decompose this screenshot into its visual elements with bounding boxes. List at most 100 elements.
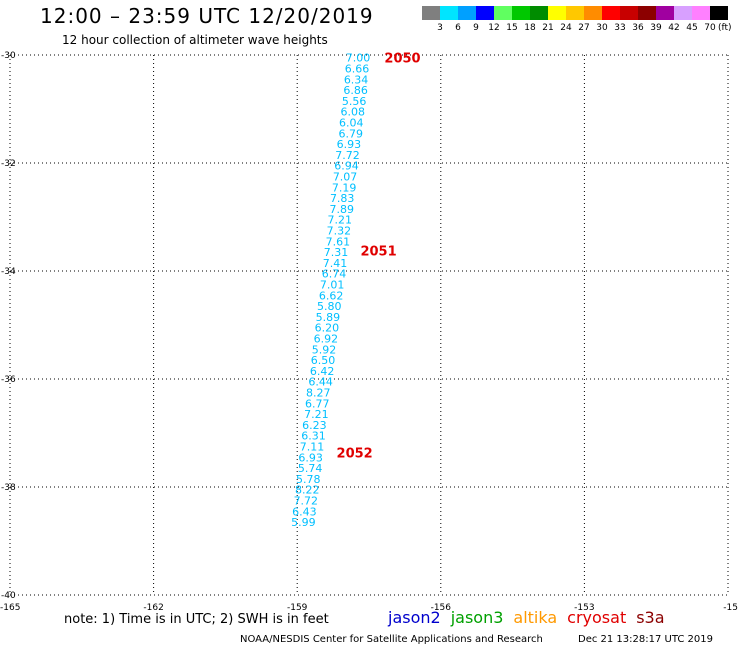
x-tick-label: -159 xyxy=(287,603,308,613)
scale-swatch xyxy=(692,6,710,20)
x-tick-label: -15 xyxy=(723,603,738,613)
scale-unit: (ft) xyxy=(718,23,732,33)
wave-height-value: 8.27 xyxy=(306,387,331,400)
x-tick-label: -165 xyxy=(0,603,20,613)
wave-height-value: 6.43 xyxy=(292,505,317,518)
y-tick-label: -34 xyxy=(1,267,16,277)
wave-height-value: 7.32 xyxy=(327,225,352,238)
time-label: 2052 xyxy=(337,446,373,461)
scale-label: 33 xyxy=(614,23,626,33)
wave-height-value: 5.92 xyxy=(312,343,337,356)
x-tick-label: -153 xyxy=(574,603,594,613)
wave-height-value: 5.56 xyxy=(342,95,367,108)
wave-height-value: 7.72 xyxy=(335,149,360,162)
scale-label: 15 xyxy=(506,23,518,33)
scale-label: 18 xyxy=(524,23,536,33)
wave-height-value: 7.11 xyxy=(300,441,325,454)
wave-height-value: 6.92 xyxy=(314,333,339,346)
wave-height-value: 7.00 xyxy=(346,52,371,65)
scale-label: 24 xyxy=(560,23,572,33)
wave-height-value: 7.21 xyxy=(328,214,353,227)
time-label: 2051 xyxy=(360,244,396,259)
wave-height-value: 6.23 xyxy=(302,419,327,432)
scale-swatch xyxy=(512,6,530,20)
wave-height-value: 6.42 xyxy=(310,365,335,378)
y-tick-label: -32 xyxy=(1,159,16,169)
satellite-label: cryosat xyxy=(567,608,627,627)
scale-label: 30 xyxy=(596,23,608,33)
satellite-legend: jason2 jason3 altika cryosat s3a xyxy=(388,608,675,627)
scale-swatch xyxy=(656,6,674,20)
scale-label: 9 xyxy=(473,23,479,33)
wave-height-value: 5.89 xyxy=(316,311,341,324)
scale-label: 45 xyxy=(686,23,698,33)
satellite-label: altika xyxy=(513,608,558,627)
wave-height-value: 7.07 xyxy=(333,171,358,184)
wave-height-value: 6.77 xyxy=(305,397,330,410)
wave-height-value: 8.22 xyxy=(295,484,320,497)
scale-swatch xyxy=(422,6,440,20)
scale-label: 42 xyxy=(668,23,680,33)
wave-height-value: 6.08 xyxy=(340,106,365,119)
scale-swatch xyxy=(566,6,584,20)
generated-timestamp: Dec 21 13:28:17 UTC 2019 xyxy=(578,634,713,645)
scale-swatch xyxy=(710,6,728,20)
wave-height-value: 7.01 xyxy=(320,279,345,292)
scale-label: 36 xyxy=(632,23,644,33)
wave-height-value: 6.66 xyxy=(345,63,370,76)
wave-height-value: 5.80 xyxy=(317,300,342,313)
time-label: 2050 xyxy=(384,52,420,67)
scale-label: 70 xyxy=(704,23,716,33)
wave-height-value: 5.78 xyxy=(296,473,321,486)
satellite-label: jason3 xyxy=(450,608,504,627)
wave-height-value: 6.86 xyxy=(343,84,368,97)
scale-label: 6 xyxy=(455,23,461,33)
wave-height-value: 6.93 xyxy=(298,451,323,464)
scale-swatch xyxy=(440,6,458,20)
page-title: 12:00 – 23:59 UTC 12/20/2019 xyxy=(40,4,374,28)
wave-height-value: 7.72 xyxy=(294,495,319,508)
scale-label: 27 xyxy=(578,23,590,33)
wave-height-value: 6.79 xyxy=(339,127,364,140)
page-subtitle: 12 hour collection of altimeter wave hei… xyxy=(62,33,328,47)
wave-height-value: 6.44 xyxy=(308,376,333,389)
scale-swatch xyxy=(602,6,620,20)
scale-label: 12 xyxy=(488,23,500,33)
wave-height-value: 7.31 xyxy=(324,246,349,259)
y-tick-label: -30 xyxy=(1,51,16,61)
wave-height-value: 6.34 xyxy=(344,73,369,86)
satellite-label: jason2 xyxy=(388,608,441,627)
satellite-label: s3a xyxy=(636,608,665,627)
wave-height-value: 6.74 xyxy=(322,268,347,281)
wave-height-value: 5.74 xyxy=(298,462,323,475)
scale-label: 21 xyxy=(542,23,554,33)
scale-swatch xyxy=(476,6,494,20)
scale-swatch xyxy=(530,6,548,20)
y-tick-label: -38 xyxy=(1,483,16,493)
scale-swatch xyxy=(620,6,638,20)
wave-height-value: 7.83 xyxy=(330,192,355,205)
wave-height-value: 7.41 xyxy=(323,257,348,270)
wave-height-value: 6.94 xyxy=(334,160,359,173)
credit-line: NOAA/NESDIS Center for Satellite Applica… xyxy=(240,634,543,645)
scale-label: 39 xyxy=(650,23,662,33)
wave-height-value: 7.61 xyxy=(326,235,351,248)
wave-height-value: 6.62 xyxy=(319,289,344,302)
scale-swatch xyxy=(494,6,512,20)
wave-height-value: 6.50 xyxy=(311,354,336,367)
x-tick-label: -156 xyxy=(431,603,452,613)
scale-swatch xyxy=(638,6,656,20)
wave-height-value: 7.21 xyxy=(304,408,329,421)
x-tick-label: -162 xyxy=(143,603,163,613)
scale-swatch xyxy=(674,6,692,20)
y-tick-label: -40 xyxy=(1,591,16,601)
scale-swatch xyxy=(548,6,566,20)
wave-height-value: 6.31 xyxy=(301,430,326,443)
scale-swatch xyxy=(458,6,476,20)
wave-height-value: 7.89 xyxy=(329,203,354,216)
wave-height-value: 6.20 xyxy=(315,322,340,335)
wave-height-value: 7.19 xyxy=(332,181,357,194)
wave-height-value: 6.04 xyxy=(339,117,364,130)
wave-height-value: 6.93 xyxy=(337,138,362,151)
